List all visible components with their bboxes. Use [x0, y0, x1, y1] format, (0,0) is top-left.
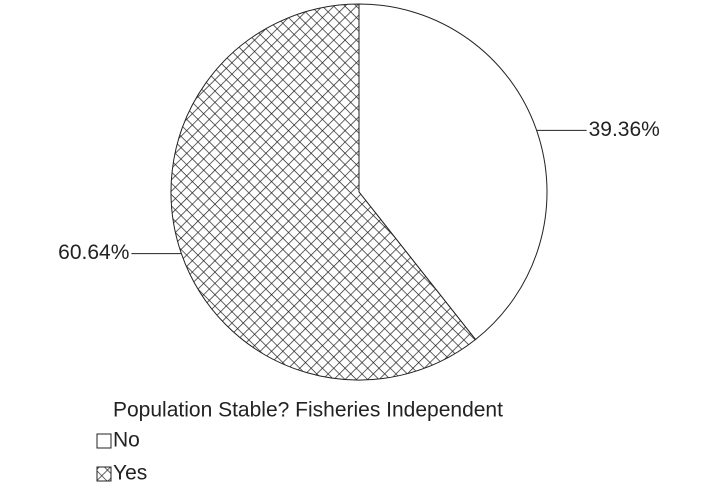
pie-slice [170, 3, 477, 381]
legend-swatch [96, 433, 112, 449]
data-label: 39.36% [589, 118, 660, 141]
data-label: 60.64% [58, 241, 129, 264]
legend-label: Yes [113, 462, 147, 485]
legend-label: No [113, 429, 140, 452]
legend-swatch [96, 466, 112, 482]
pie-slice [358, 3, 548, 341]
legend-title: Population Stable? Fisheries Independent [113, 399, 503, 422]
